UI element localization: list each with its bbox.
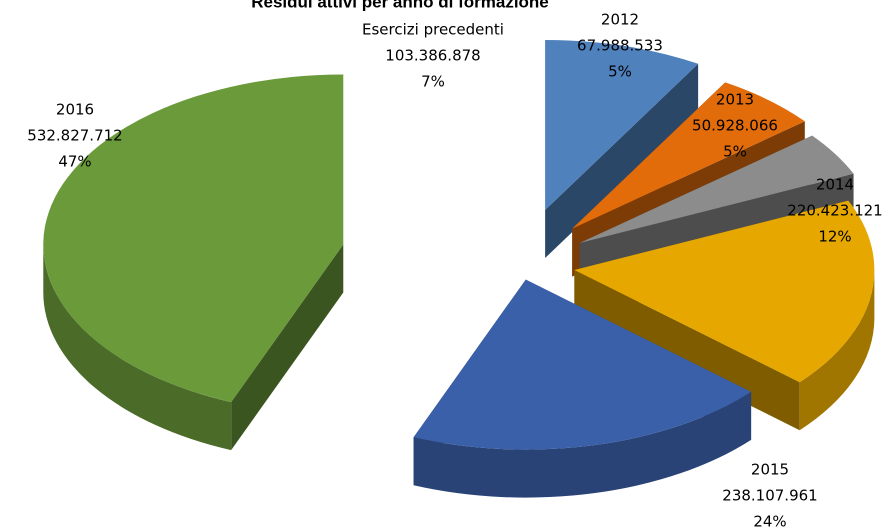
- slice-side-face: [545, 63, 699, 259]
- data-label-percent: 47%: [58, 153, 91, 171]
- data-label-percent: 5%: [723, 143, 747, 161]
- slice-top: [572, 82, 805, 229]
- slice-wall: [43, 244, 232, 451]
- slice: [413, 279, 752, 498]
- data-label-category: 2013: [716, 91, 754, 109]
- data-label-value: 67.988.533: [577, 37, 663, 55]
- slice-wall: [799, 269, 875, 431]
- chart-title: Residui attivi per anno di formazione: [251, 0, 549, 11]
- data-label-category: 2014: [816, 176, 854, 194]
- slice-top: [545, 40, 699, 211]
- data-label-value: 220.423.121: [787, 202, 882, 220]
- data-label-category: 2015: [751, 461, 789, 479]
- slice-top: [579, 135, 854, 243]
- slice-side-face: [231, 244, 344, 451]
- slice-top: [413, 279, 752, 450]
- data-label-percent: 5%: [608, 63, 632, 81]
- data-label-category: 2016: [56, 101, 94, 119]
- slice-top: [574, 200, 875, 383]
- data-label-value: 532.827.712: [27, 127, 122, 145]
- data-label-percent: 12%: [818, 228, 851, 246]
- data-label-value: 238.107.961: [722, 487, 817, 505]
- data-label-value: 50.928.066: [692, 117, 778, 135]
- slice-wall: [413, 391, 752, 498]
- slice: [43, 74, 344, 451]
- data-label-category: 2012: [601, 11, 639, 29]
- data-label-value: 103.386.878: [385, 47, 480, 65]
- slice-top: [43, 74, 344, 403]
- data-label-category: Esercizi precedenti: [362, 21, 504, 39]
- data-label-percent: 7%: [421, 73, 445, 91]
- slice: [545, 40, 699, 259]
- data-label-percent: 24%: [753, 513, 786, 531]
